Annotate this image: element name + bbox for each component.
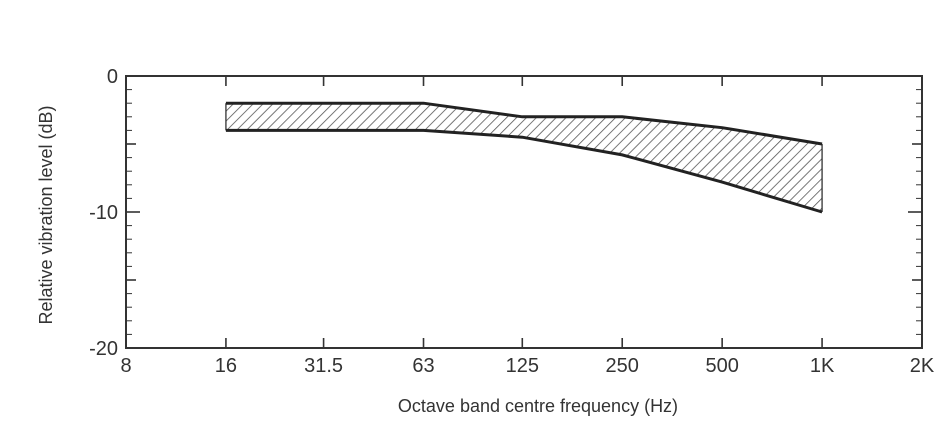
x-tick-label: 500: [705, 355, 738, 377]
y-tick-label: -20: [89, 338, 118, 360]
x-tick-label: 31.5: [304, 355, 343, 377]
x-tick-label: 1K: [810, 355, 835, 377]
plot-area: 8 16 31.5 63 125 250 500 1K 2K 0 -10 -20: [89, 66, 935, 377]
band-area: [225, 103, 823, 212]
x-tick-label: 2K: [910, 355, 935, 377]
x-tick-label: 63: [412, 355, 434, 377]
y-axis-title: Relative vibration level (dB): [36, 105, 56, 324]
x-tick-label: 8: [120, 355, 131, 377]
x-axis-title: Octave band centre frequency (Hz): [398, 396, 678, 416]
x-tick-label: 250: [606, 355, 639, 377]
x-tick-label: 16: [215, 355, 237, 377]
band-lower-line: [225, 128, 823, 214]
x-tick-label: 125: [506, 355, 539, 377]
y-tick-label: -10: [89, 202, 118, 224]
y-tick-label: 0: [107, 66, 118, 88]
band-upper-line: [225, 101, 823, 146]
